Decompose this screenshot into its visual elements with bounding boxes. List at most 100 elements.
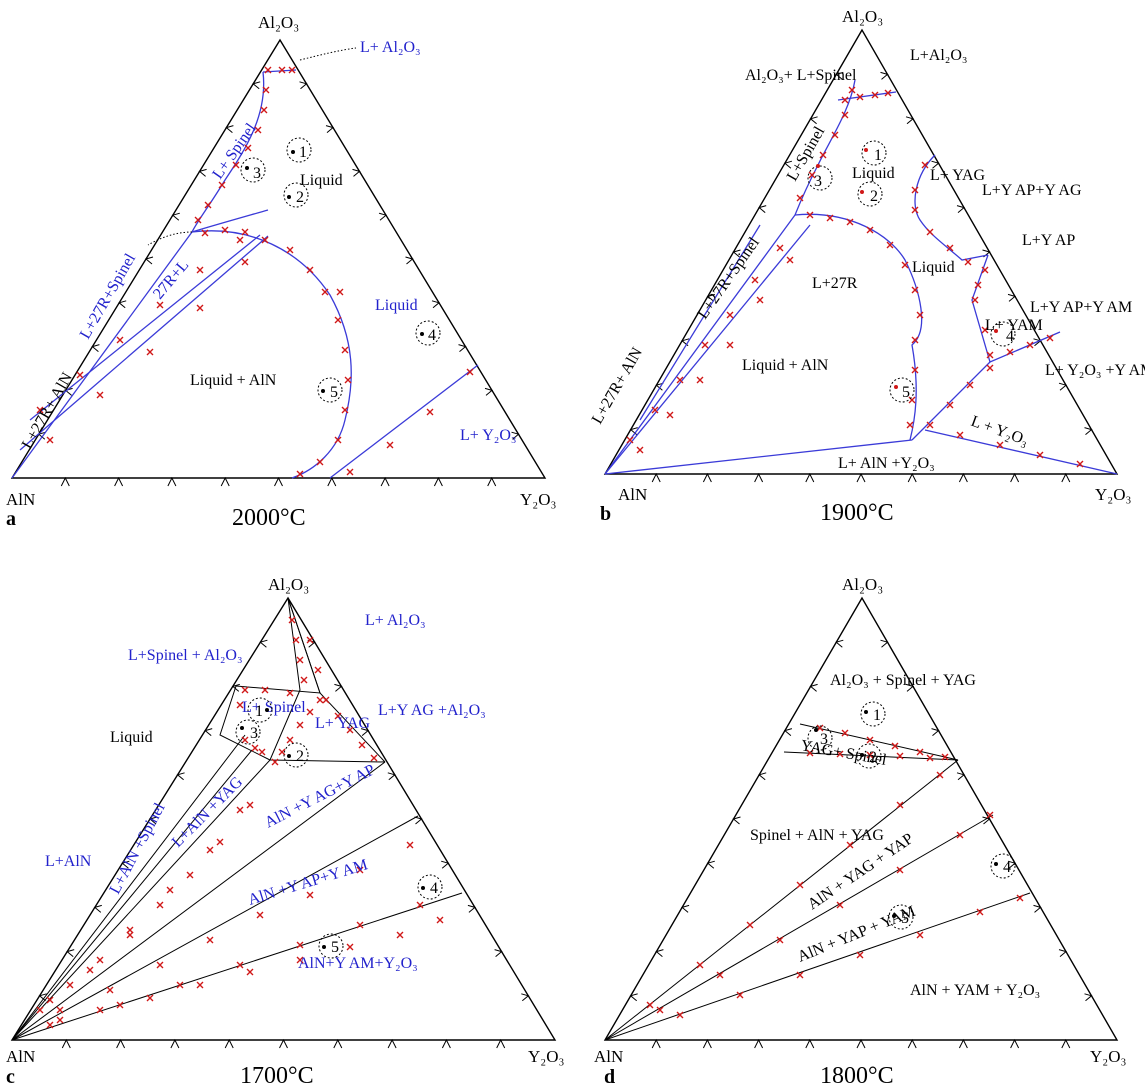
axis-tick: [387, 772, 396, 781]
data-mark: [278, 748, 286, 756]
data-mark: [316, 458, 324, 466]
axis-tick: [1061, 472, 1071, 483]
data-mark: [241, 736, 249, 744]
panel-c-label-l-aln-yag: L+AlN +YAG: [169, 773, 247, 851]
axis-tick: [931, 160, 940, 169]
axis-tick: [252, 81, 261, 90]
axis-tick: [651, 1038, 661, 1049]
axis-tick: [144, 256, 154, 265]
panel-b-label-l-y2o3-yam: L+ Y₂O₃ +Y AM: [1045, 362, 1145, 379]
panel-b-label-l-aln-y2o3: L+ AlN +Y₂O₃: [838, 455, 935, 472]
data-mark: [896, 752, 904, 760]
data-mark: [321, 288, 329, 296]
data-mark: [1026, 341, 1034, 349]
svg-text:5: 5: [902, 384, 910, 401]
axis-tick: [1084, 427, 1093, 435]
axis-tick: [805, 1038, 815, 1049]
data-mark: [126, 926, 134, 934]
data-mark: [166, 886, 174, 894]
data-mark: [36, 1006, 44, 1014]
axis-tick: [204, 728, 213, 736]
data-mark: [986, 364, 994, 372]
data-mark: [696, 376, 704, 384]
svg-text:1: 1: [299, 144, 307, 161]
panel-b-label-l-yap-yag: L+Y AP+Y AG: [982, 182, 1082, 199]
panel-d: Al₂O₃ AlN Y₂O₃ d 1800°C Al₂O₃ + Spinel +…: [594, 575, 1126, 1088]
axis-tick: [259, 639, 268, 648]
panel-a-label-l-27r-spinel: L+27R+Spinel: [77, 250, 140, 342]
data-mark: [46, 436, 54, 444]
svg-text:5: 5: [901, 910, 909, 927]
svg-text:3: 3: [250, 725, 258, 742]
panel-b-point-4: 4: [990, 321, 1016, 347]
data-mark: [196, 981, 204, 989]
data-mark: [346, 943, 354, 951]
data-mark: [974, 281, 982, 289]
data-mark: [806, 211, 814, 219]
data-mark: [756, 296, 764, 304]
panel-b-vertex-top: Al₂O₃: [842, 7, 883, 26]
data-mark: [884, 89, 892, 97]
data-mark: [841, 96, 849, 104]
data-mark: [786, 256, 794, 264]
data-mark: [416, 901, 424, 909]
panel-c-label-l-aln-spinel: L+AlN +Spinel: [107, 800, 169, 897]
data-mark: [236, 236, 244, 244]
axis-tick: [220, 476, 230, 487]
data-mark: [826, 214, 834, 222]
data-mark: [916, 748, 924, 756]
data-mark: [271, 758, 279, 766]
axis-tick: [198, 168, 207, 177]
data-mark: [636, 446, 644, 454]
data-mark: [260, 106, 268, 114]
data-mark: [808, 171, 816, 179]
panel-b-label-l-yap: L+Y AP: [1022, 232, 1075, 249]
data-mark: [751, 276, 759, 284]
svg-text:2: 2: [296, 748, 304, 765]
data-mark: [46, 996, 54, 1004]
data-mark: [241, 228, 249, 236]
panel-c-point-2: 2: [283, 742, 309, 768]
axis-tick: [783, 728, 793, 736]
data-mark: [236, 961, 244, 969]
panel-a-liquid-dome: [191, 230, 352, 479]
axis-tick: [91, 344, 100, 352]
data-mark: [194, 216, 202, 224]
data-mark: [96, 391, 104, 399]
panel-c-point-3: 3: [235, 719, 261, 745]
panel-c-label-l-al2o3: L+ Al₂O₃: [365, 612, 426, 629]
axis-tick: [956, 772, 966, 781]
data-mark: [196, 266, 204, 274]
data-mark: [66, 981, 74, 989]
data-mark: [306, 891, 314, 899]
axis-tick: [433, 476, 443, 487]
panel-a-vertex-left: AlN: [6, 490, 35, 509]
axis-tick: [405, 256, 414, 265]
data-mark: [306, 708, 314, 716]
panel-d-point-1: 1: [860, 701, 886, 727]
data-mark: [1016, 894, 1024, 902]
data-mark: [346, 726, 354, 734]
axis-tick: [905, 683, 915, 692]
axis-tick: [487, 476, 497, 487]
panel-c-vertex-top: Al₂O₃: [268, 575, 309, 594]
panel-c-tie-6: [11, 734, 246, 1041]
panel-a-letter: a: [6, 508, 16, 530]
data-mark: [236, 701, 244, 709]
panel-c-label-aln-yap-yam: AlN +Y AP+Y AM: [246, 856, 370, 909]
axis-tick: [651, 472, 661, 483]
panel-c-red-ticks: [36, 616, 444, 1029]
panel-b-label-l-27r-aln: L+27R+ AlN: [589, 344, 647, 427]
panel-b-27r-a: [604, 214, 796, 475]
data-mark: [186, 871, 194, 879]
svg-text:1: 1: [255, 703, 263, 720]
axis-tick: [171, 212, 180, 221]
panel-d-letter: d: [604, 1066, 615, 1088]
data-mark: [981, 266, 989, 274]
data-mark: [346, 468, 354, 476]
axis-tick: [61, 1038, 71, 1049]
axis-tick: [334, 683, 343, 692]
data-mark: [288, 616, 296, 624]
data-mark: [776, 244, 784, 252]
